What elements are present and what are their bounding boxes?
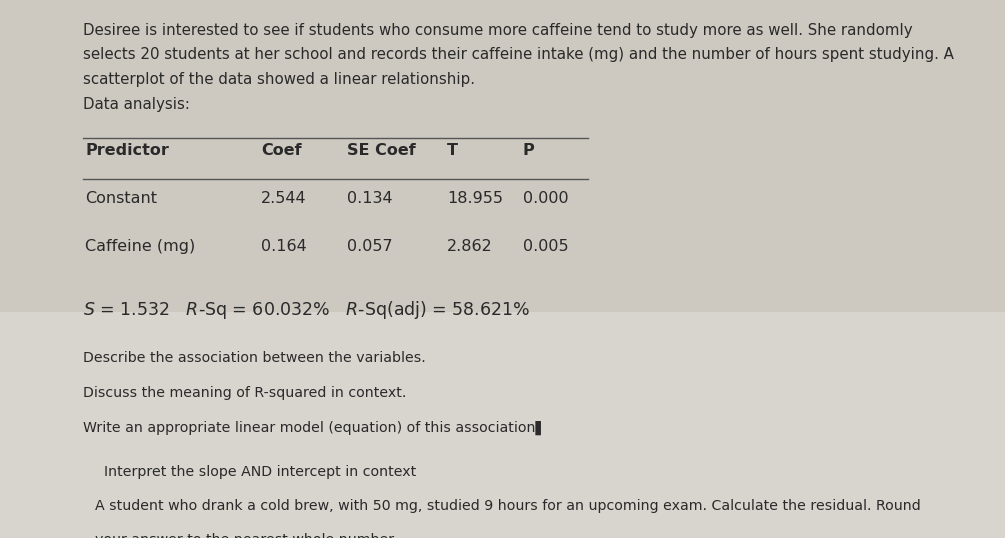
Text: Interpret the slope AND intercept in context: Interpret the slope AND intercept in con… xyxy=(104,465,416,479)
Text: 0.057: 0.057 xyxy=(347,239,392,254)
Text: Constant: Constant xyxy=(85,191,158,206)
Text: Coef: Coef xyxy=(261,143,302,158)
Text: 0.134: 0.134 xyxy=(347,191,392,206)
Text: 0.164: 0.164 xyxy=(261,239,308,254)
Text: 18.955: 18.955 xyxy=(447,191,504,206)
Text: T: T xyxy=(447,143,458,158)
Text: 2.862: 2.862 xyxy=(447,239,493,254)
Text: 0.000: 0.000 xyxy=(523,191,568,206)
Text: Write an appropriate linear model (equation) of this association▌: Write an appropriate linear model (equat… xyxy=(83,421,547,435)
Text: Data analysis:: Data analysis: xyxy=(83,97,190,112)
Text: Predictor: Predictor xyxy=(85,143,169,158)
Text: 2.544: 2.544 xyxy=(261,191,307,206)
Text: your answer to the nearest whole number.: your answer to the nearest whole number. xyxy=(95,533,398,538)
Text: A student who drank a cold brew, with 50 mg, studied 9 hours for an upcoming exa: A student who drank a cold brew, with 50… xyxy=(95,499,922,513)
Text: 0.005: 0.005 xyxy=(523,239,568,254)
Text: Discuss the meaning of R-squared in context.: Discuss the meaning of R-squared in cont… xyxy=(83,386,407,400)
Text: P: P xyxy=(523,143,535,158)
Text: selects 20 students at her school and records their caffeine intake (mg) and the: selects 20 students at her school and re… xyxy=(83,47,955,62)
Text: Caffeine (mg): Caffeine (mg) xyxy=(85,239,196,254)
Text: SE Coef: SE Coef xyxy=(347,143,415,158)
Text: Desiree is interested to see if students who consume more caffeine tend to study: Desiree is interested to see if students… xyxy=(83,23,913,38)
Text: Describe the association between the variables.: Describe the association between the var… xyxy=(83,351,426,365)
Text: $\mathit{S}$ = 1.532   $\mathit{R}$-Sq = 60.032%   $\mathit{R}$-Sq(adj) = 58.621: $\mathit{S}$ = 1.532 $\mathit{R}$-Sq = 6… xyxy=(83,299,531,321)
Text: scatterplot of the data showed a linear relationship.: scatterplot of the data showed a linear … xyxy=(83,72,475,87)
